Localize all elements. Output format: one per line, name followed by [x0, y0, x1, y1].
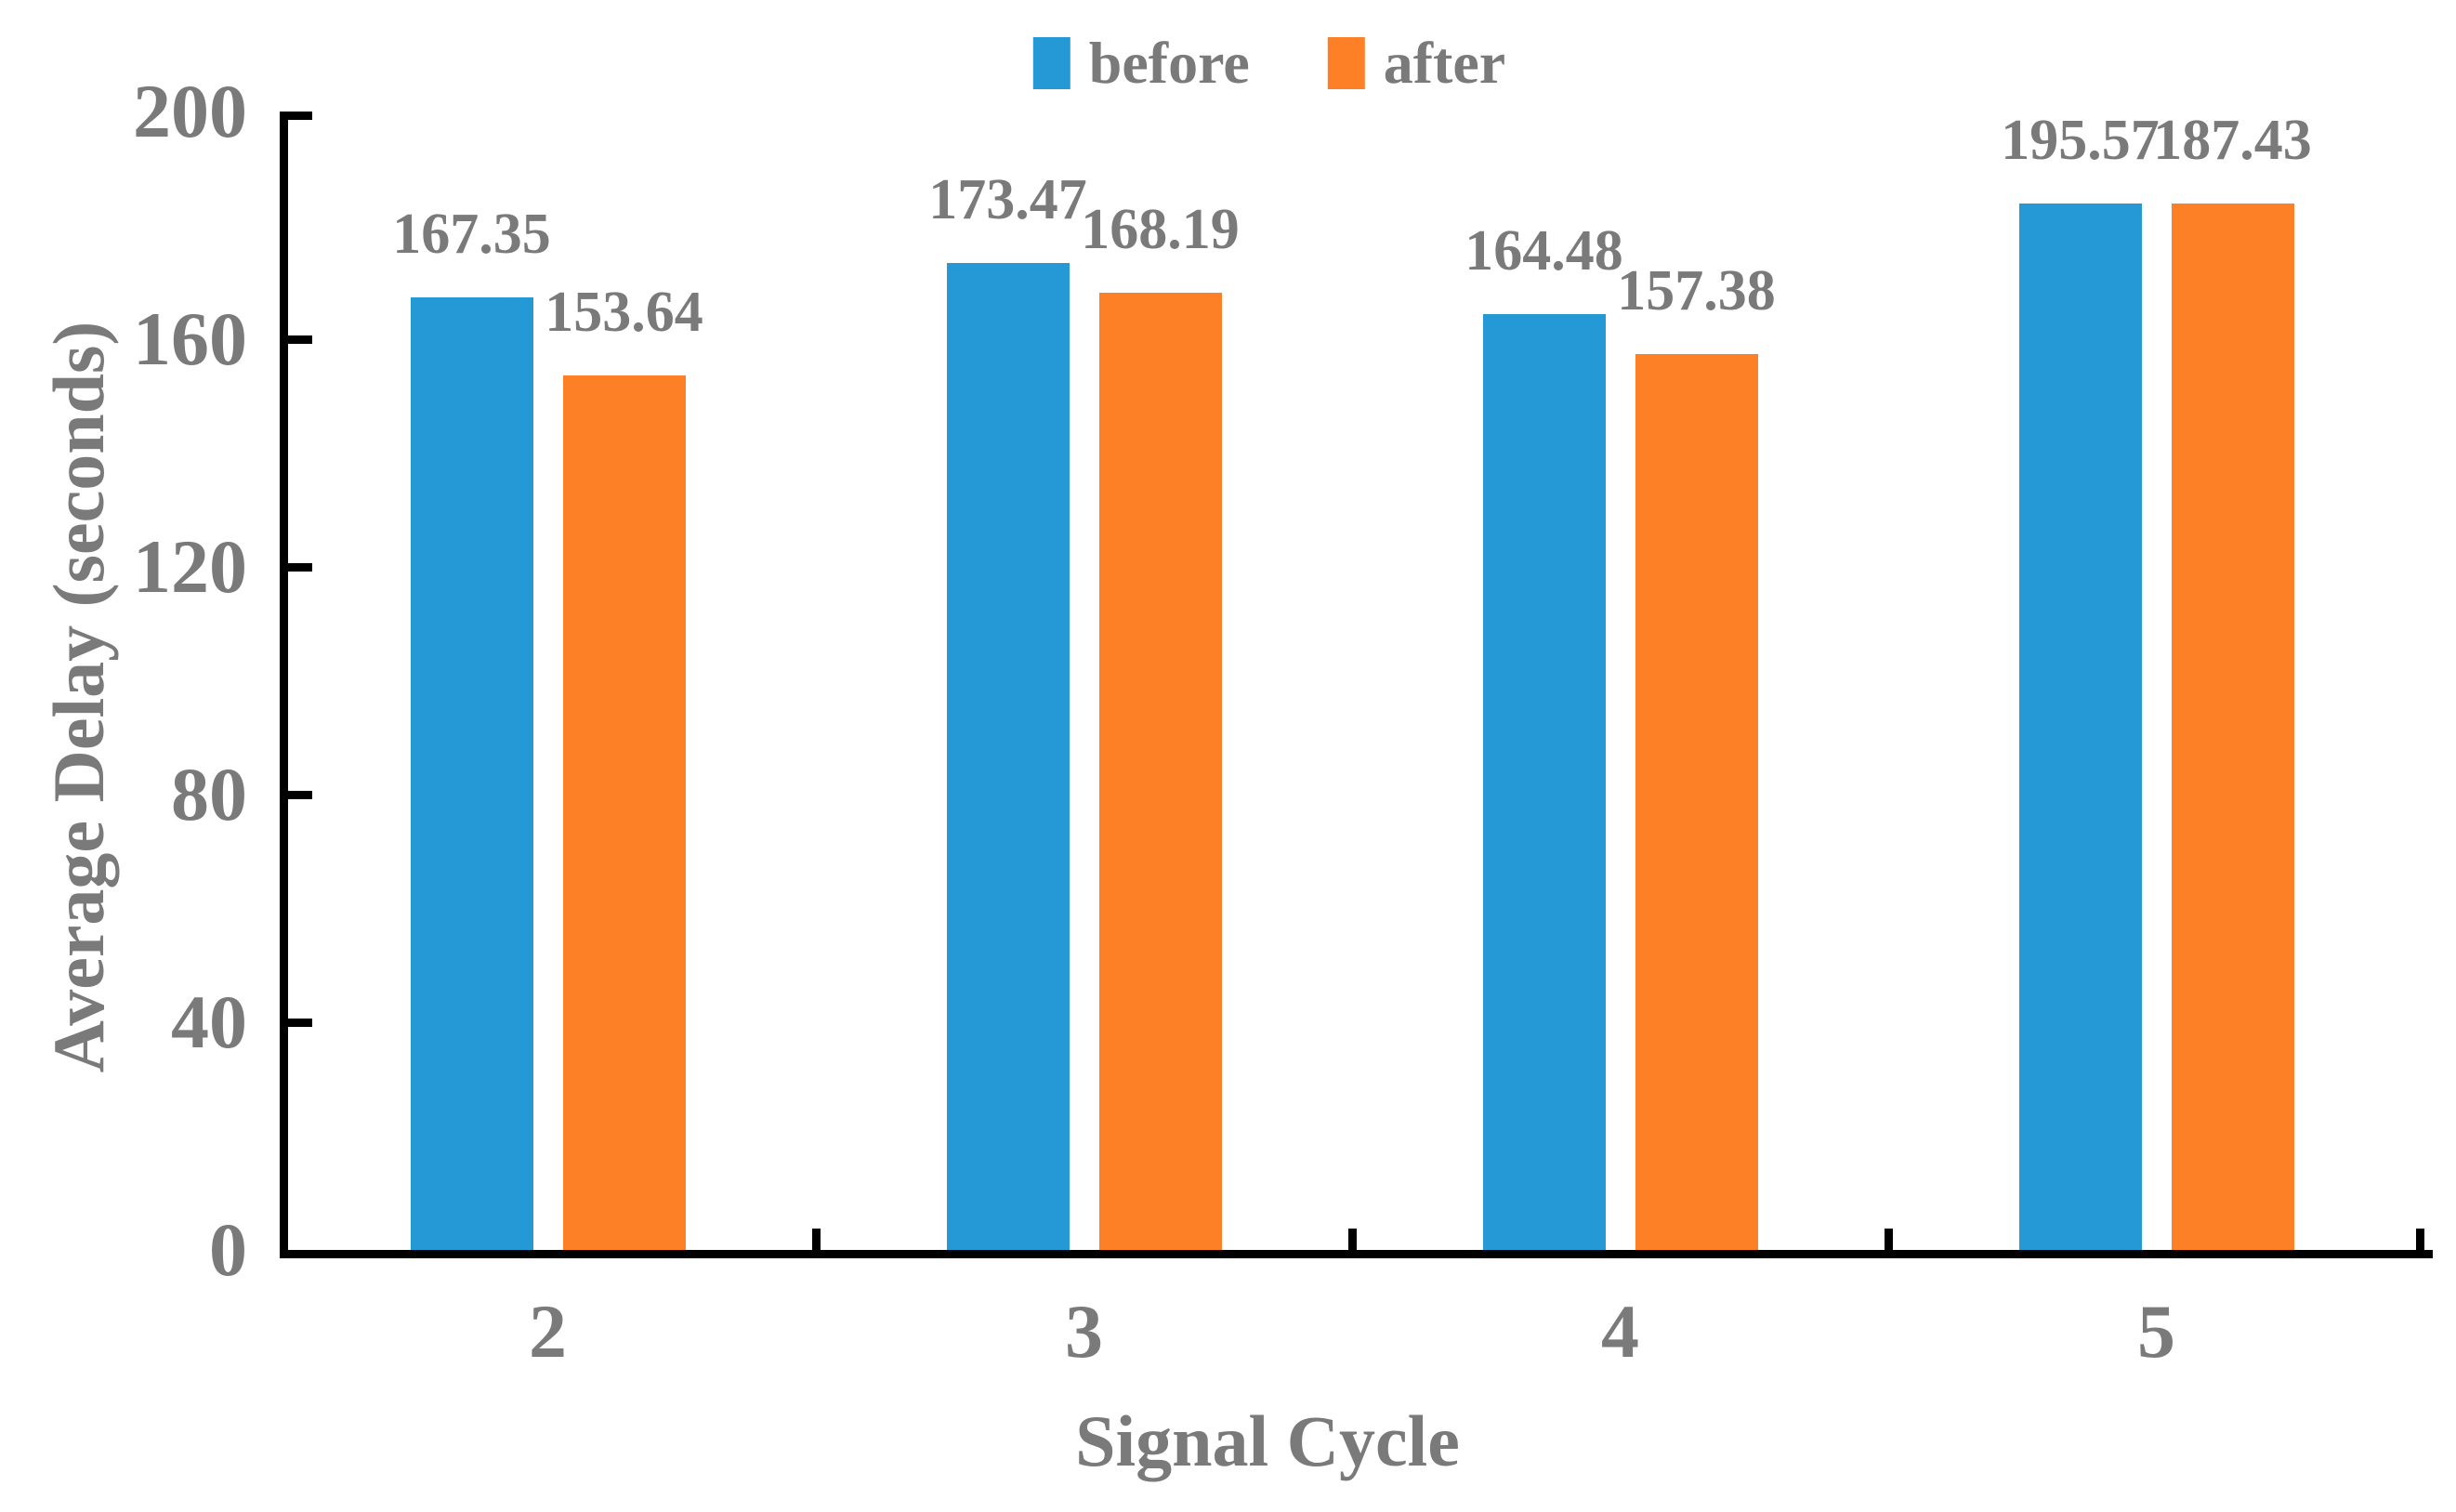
bar-column-after-5: 187.43	[2153, 112, 2312, 1250]
category-group-3: 173.47 168.19	[816, 112, 1352, 1250]
y-tick-120	[288, 562, 312, 572]
x-axis-title: Signal Cycle	[1075, 1400, 1460, 1481]
bar-after-5	[2171, 204, 2294, 1250]
bar-after-2	[562, 375, 686, 1250]
bar-before-4	[1482, 313, 1606, 1250]
bar-column-before-2: 167.35	[392, 112, 551, 1250]
legend-item-before: before	[1032, 30, 1250, 96]
data-label-before-2: 167.35	[392, 202, 551, 266]
y-tick-160	[288, 335, 312, 344]
y-tick-label-0: 0	[209, 1207, 247, 1292]
legend-label-after: after	[1383, 30, 1506, 96]
y-tick-80	[288, 790, 312, 799]
y-tick-200	[288, 112, 312, 120]
x-tick-2	[1347, 1229, 1357, 1250]
x-axis-line	[280, 1250, 2433, 1258]
x-tick-3	[1884, 1229, 1893, 1250]
data-label-after-5: 187.43	[2153, 109, 2312, 172]
legend-swatch-after	[1327, 37, 1365, 89]
y-tick-label-120: 120	[133, 524, 247, 609]
bar-before-3	[946, 262, 1070, 1250]
bar-column-after-2: 153.64	[545, 112, 703, 1250]
data-label-after-2: 153.64	[545, 280, 703, 344]
data-label-before-4: 164.48	[1464, 218, 1623, 283]
legend-item-after: after	[1327, 30, 1506, 96]
x-tick-label-4: 4	[1601, 1289, 1639, 1374]
bar-column-before-4: 164.48	[1464, 112, 1623, 1250]
data-label-after-4: 157.38	[1617, 259, 1776, 323]
y-tick-label-40: 40	[171, 980, 247, 1064]
legend: before after	[1032, 30, 1506, 96]
y-tick-label-160: 160	[133, 296, 247, 381]
data-label-before-3: 173.47	[928, 167, 1087, 231]
bar-before-2	[410, 296, 533, 1250]
bar-after-3	[1098, 292, 1222, 1250]
category-group-4: 164.48 157.38	[1352, 112, 1888, 1250]
plot-area: 167.35 153.64 173.47 168.19 164.48 157.38 195.…	[280, 112, 2424, 1250]
x-tick-label-3: 3	[1065, 1289, 1103, 1374]
x-tick-4	[2416, 1229, 2424, 1250]
bar-column-before-5: 195.57	[2001, 112, 2160, 1250]
bar-column-after-4: 157.38	[1617, 112, 1776, 1250]
data-label-before-5: 195.57	[2001, 109, 2160, 172]
bar-column-before-3: 173.47	[928, 112, 1087, 1250]
category-group-2: 167.35 153.64	[280, 112, 816, 1250]
bar-before-5	[2018, 204, 2142, 1250]
data-label-after-3: 168.19	[1081, 197, 1240, 261]
legend-swatch-before	[1032, 37, 1070, 89]
y-axis-line	[280, 112, 288, 1258]
legend-label-before: before	[1088, 30, 1250, 96]
x-tick-1	[811, 1229, 821, 1250]
x-tick-label-5: 5	[2137, 1289, 2175, 1374]
y-tick-label-80: 80	[171, 752, 247, 836]
bar-after-4	[1635, 354, 1758, 1250]
y-tick-label-200: 200	[133, 69, 247, 153]
y-tick-40	[288, 1018, 312, 1027]
x-tick-label-2: 2	[529, 1289, 567, 1374]
bar-column-after-3: 168.19	[1081, 112, 1240, 1250]
category-group-5: 195.57 187.43	[1888, 112, 2424, 1250]
y-axis-title: Average Delay (seconds)	[38, 321, 119, 1073]
